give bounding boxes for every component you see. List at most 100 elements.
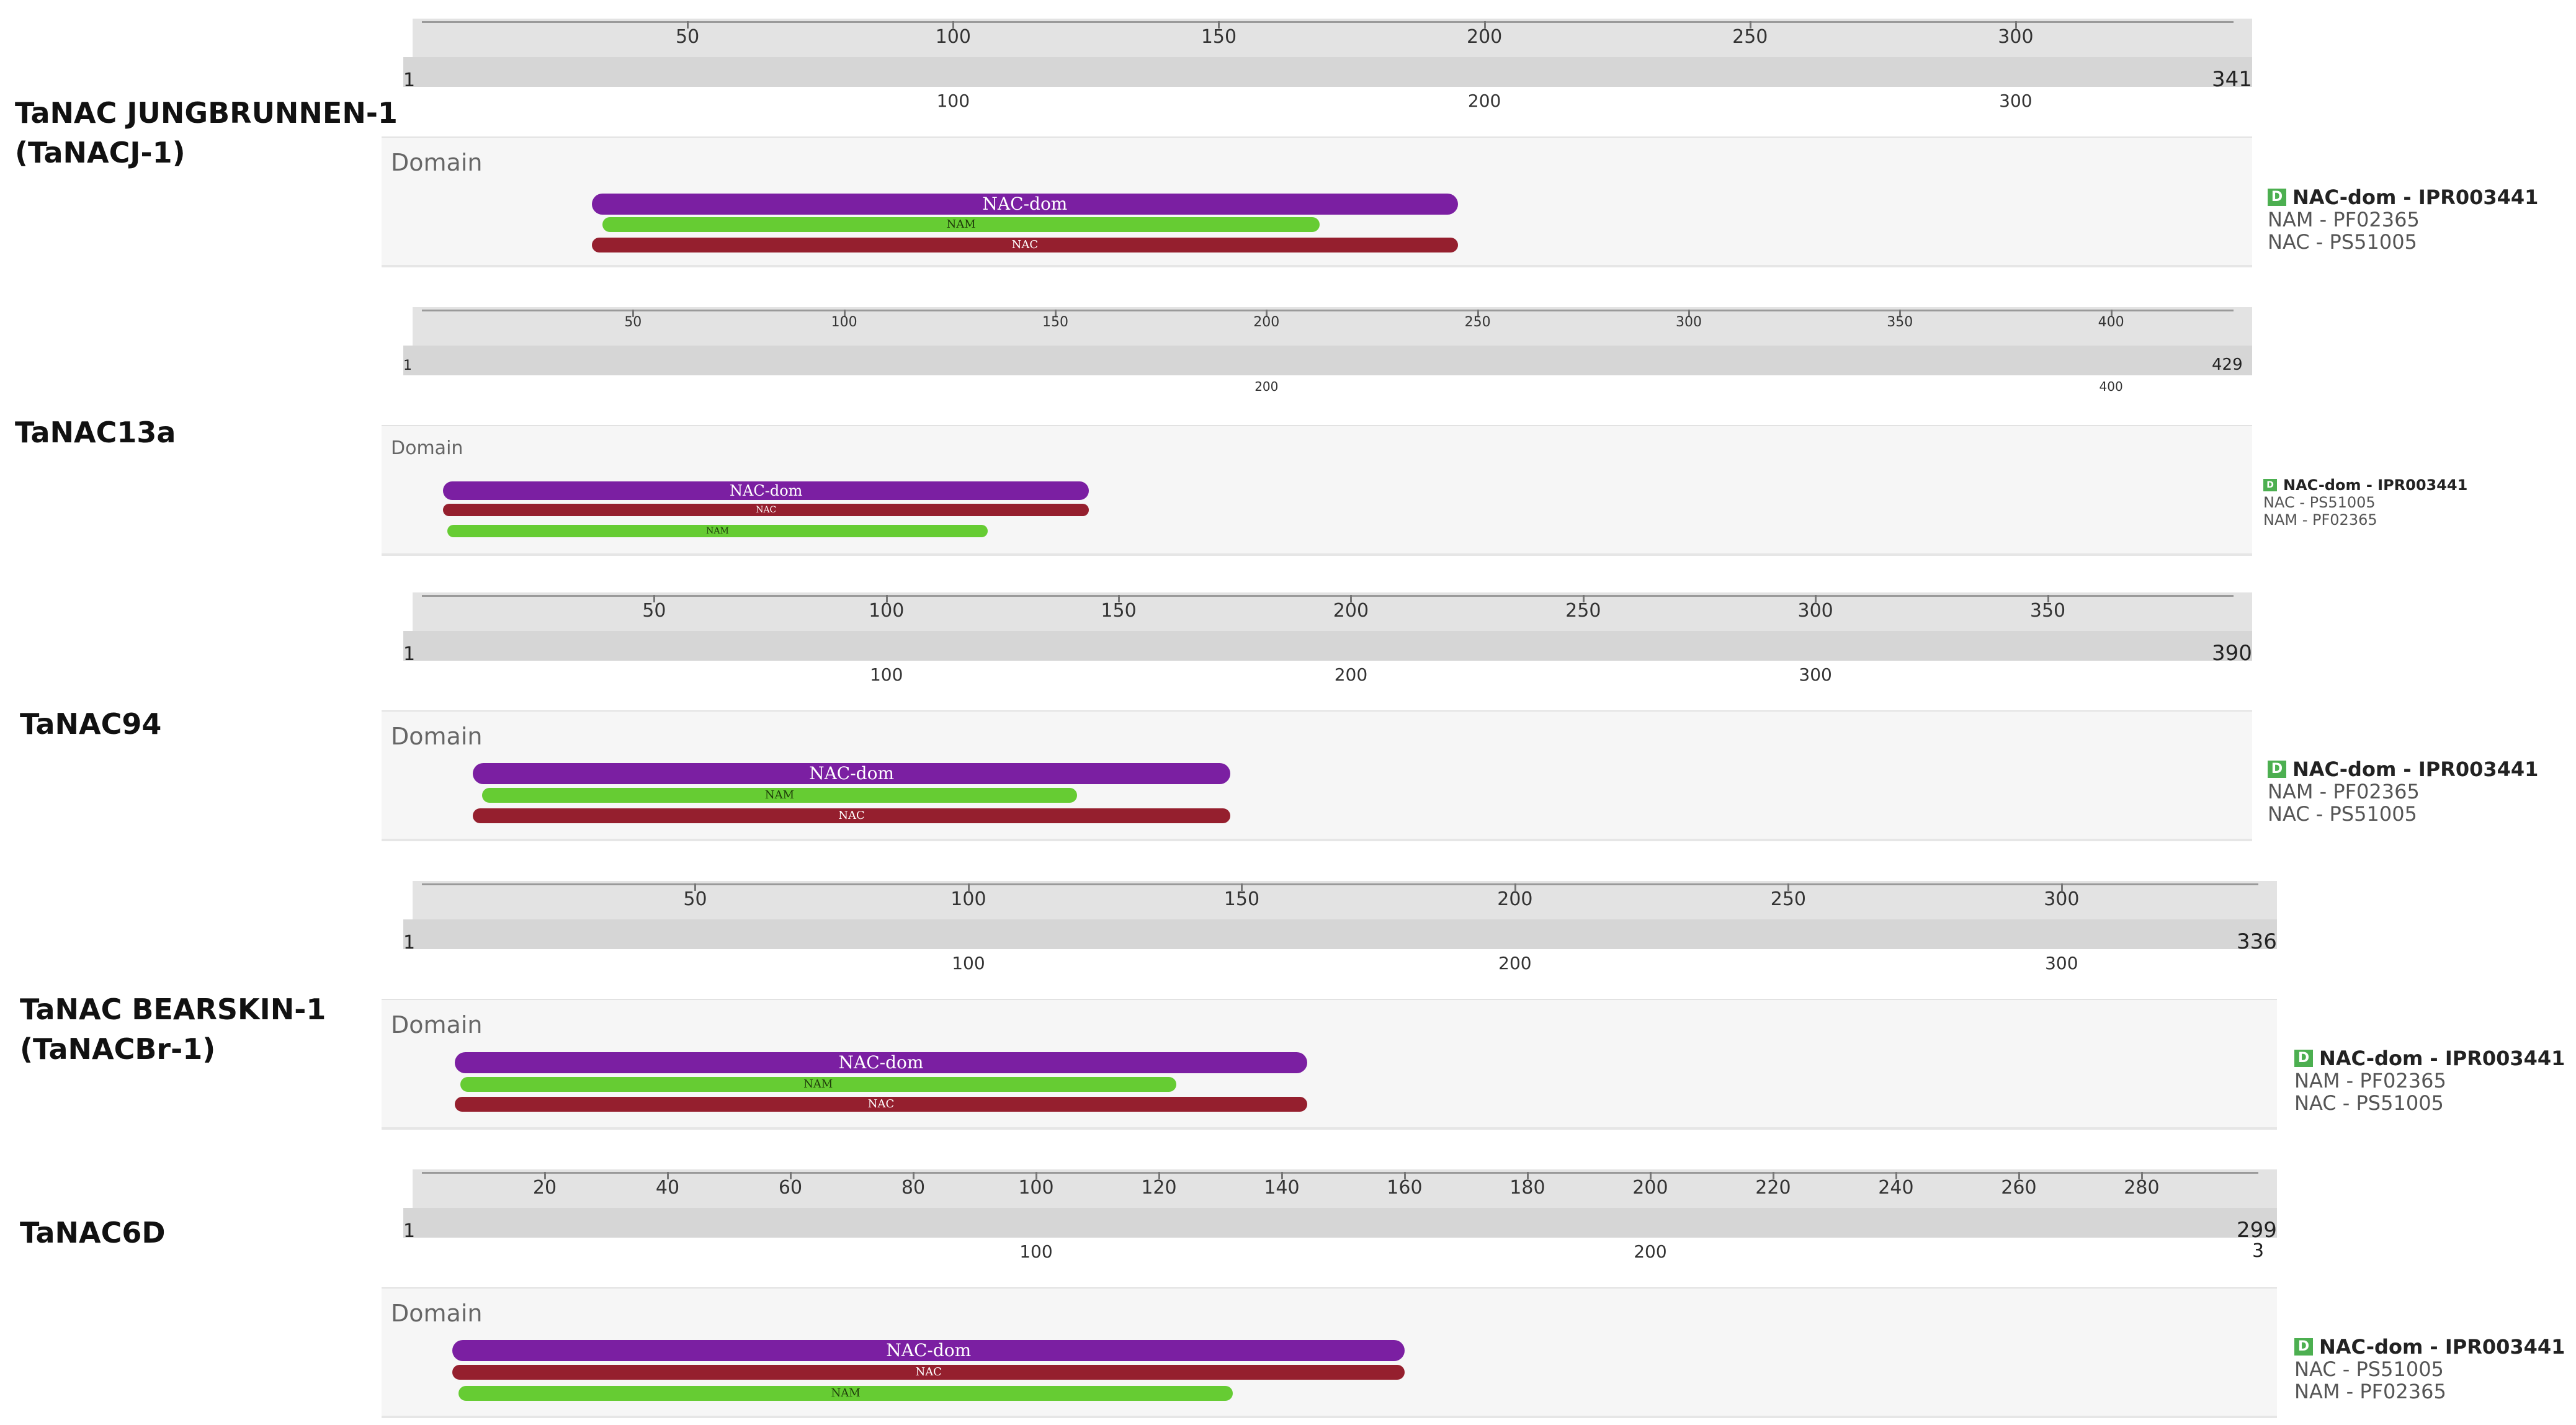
- legend-entry: NAM - PF02365: [2268, 208, 2538, 231]
- domain-bar-label: NAM: [831, 1387, 861, 1400]
- ruler-bottom-track: [403, 57, 2252, 87]
- ruler-axis-line: [422, 310, 2234, 311]
- ruler-tick-label: 100: [1018, 1177, 1054, 1199]
- ruler-tick: [1899, 310, 1902, 317]
- ruler-bottom-track: [403, 919, 2277, 949]
- ruler-tick: [1688, 310, 1690, 317]
- ruler-tick-label: 100: [869, 600, 905, 622]
- legend-entry-text: NAM - PF02365: [2294, 1380, 2446, 1403]
- ruler-tick-label: 260: [2001, 1177, 2037, 1199]
- domain-heading: Domain: [391, 723, 483, 750]
- sequence-start-label: 1: [403, 358, 412, 373]
- ruler-tick: [1035, 1172, 1037, 1179]
- ruler-axis-line: [422, 21, 2234, 23]
- protein-name: TaNAC JUNGBRUNNEN-1 (TaNACJ-1): [15, 96, 398, 169]
- ruler-tick: [2015, 21, 2017, 29]
- legend-entry-text: NAC - PS51005: [2268, 802, 2417, 826]
- ruler-tick: [1118, 595, 1120, 602]
- ruler-tick: [1895, 1172, 1897, 1179]
- protein-name: TaNAC6D: [20, 1216, 166, 1249]
- domain-bar-nam: NAM: [447, 525, 988, 537]
- database-badge-icon: D: [2294, 1338, 2313, 1356]
- domain-heading: Domain: [391, 1300, 483, 1327]
- ruler-tick-label: 100: [831, 315, 857, 330]
- legend-entry: D NAC-dom - IPR003441: [2268, 758, 2538, 780]
- ruler-bottom-track: [403, 346, 2252, 375]
- legend-entry: NAC - PS51005: [2294, 1358, 2565, 1380]
- ruler-tick-label: 280: [2124, 1177, 2160, 1199]
- sequence-start-label: 1: [403, 69, 416, 91]
- domain-bar-label: NAC: [867, 1097, 895, 1110]
- legend-entry: NAC - PS51005: [2263, 494, 2467, 511]
- ruler-bottom-tick-label: 300: [1799, 664, 1832, 685]
- ruler-tick: [967, 883, 970, 891]
- ruler-top-track: [413, 592, 2252, 632]
- ruler-tick-label: 150: [1042, 315, 1068, 330]
- domain-bar-label: NAC-dom: [886, 1340, 972, 1360]
- legend-entry-text: NAC-dom - IPR003441: [2319, 1335, 2565, 1359]
- legend-entry: NAM - PF02365: [2263, 511, 2467, 529]
- legend-entry-text: NAM - PF02365: [2294, 1069, 2446, 1092]
- legend-entry: D NAC-dom - IPR003441: [2294, 1336, 2565, 1358]
- legend-entry-text: NAC-dom - IPR003441: [2292, 757, 2539, 781]
- legend-entry: D NAC-dom - IPR003441: [2268, 186, 2538, 208]
- domain-bar-label: NAM: [803, 1078, 833, 1091]
- domain-bar-nam: NAM: [458, 1386, 1233, 1401]
- ruler-tick-label: 200: [1253, 315, 1280, 330]
- ruler-tick-label: 50: [683, 888, 707, 910]
- ruler-tick-label: 350: [2029, 600, 2066, 622]
- domain-bar-nam: NAM: [602, 217, 1320, 232]
- ruler-tick: [1218, 21, 1220, 29]
- ruler-tick: [543, 1172, 546, 1179]
- ruler-tick-label: 180: [1509, 1177, 1545, 1199]
- ruler-tick: [1749, 21, 1751, 29]
- domain-bar-label: NAM: [764, 788, 795, 802]
- ruler-tick-label: 160: [1387, 1177, 1423, 1199]
- legend-entry-text: NAC - PS51005: [2294, 1091, 2444, 1115]
- ruler-tick-label: 300: [1797, 600, 1833, 622]
- ruler-tick-label: 350: [1887, 315, 1913, 330]
- legend-entry-text: NAC-dom - IPR003441: [2292, 185, 2539, 209]
- domain-bar-label: NAC-dom: [809, 763, 895, 784]
- ruler-tick-label: 200: [1333, 600, 1369, 622]
- ruler-tick-label: 140: [1264, 1177, 1300, 1199]
- ruler-tick: [1158, 1172, 1160, 1179]
- legend-entry-text: NAM - PF02365: [2268, 780, 2420, 803]
- domain-bar-nac-dom: NAC-dom: [454, 1052, 1308, 1073]
- domain-bar-nac: NAC: [592, 238, 1458, 252]
- sequence-start-label: 1: [403, 932, 416, 954]
- domain-bar-nac: NAC: [443, 504, 1089, 516]
- ruler-tick: [885, 595, 888, 602]
- ruler-tick: [1514, 883, 1516, 891]
- sequence-start-label: 1: [403, 643, 416, 665]
- domain-bar-label: NAC: [838, 809, 865, 822]
- legend-entry-text: NAC - PS51005: [2263, 494, 2376, 511]
- legend-entry-text: NAC-dom - IPR003441: [2319, 1047, 2565, 1070]
- ruler-tick-label: 220: [1755, 1177, 1791, 1199]
- ruler-bottom-tick-label: 400: [2099, 379, 2123, 394]
- domain-bar-nac: NAC: [473, 808, 1230, 823]
- ruler-tick: [1526, 1172, 1529, 1179]
- legend-entry-text: NAC - PS51005: [2294, 1357, 2444, 1381]
- ruler-tick-label: 200: [1632, 1177, 1668, 1199]
- legend-entry: D NAC-dom - IPR003441: [2263, 476, 2467, 494]
- ruler-tick: [912, 1172, 915, 1179]
- ruler-tick: [1483, 21, 1486, 29]
- ruler-bottom-tick-label: 100: [1019, 1241, 1053, 1262]
- ruler-tick: [1241, 883, 1243, 891]
- database-badge-icon: D: [2268, 761, 2286, 778]
- domain-bar-label: NAM: [946, 218, 976, 231]
- sequence-end-label: 429: [2212, 355, 2243, 374]
- ruler-tick: [653, 595, 656, 602]
- ruler-bottom-tick-label: 200: [1254, 379, 1279, 394]
- ruler-tick: [1815, 595, 1817, 602]
- ruler-axis-line: [422, 1172, 2258, 1174]
- ruler-bottom-tick-label: 200: [1334, 664, 1368, 685]
- ruler-tick: [1403, 1172, 1406, 1179]
- ruler-bottom-tick-label: 100: [936, 91, 970, 111]
- domain-bar-label: NAC-dom: [982, 194, 1068, 214]
- legend-entry-text: NAM - PF02365: [2268, 208, 2420, 231]
- domain-heading: Domain: [391, 149, 483, 176]
- domain-bar-label: NAC-dom: [730, 482, 803, 499]
- ruler-tick-label: 60: [778, 1177, 803, 1199]
